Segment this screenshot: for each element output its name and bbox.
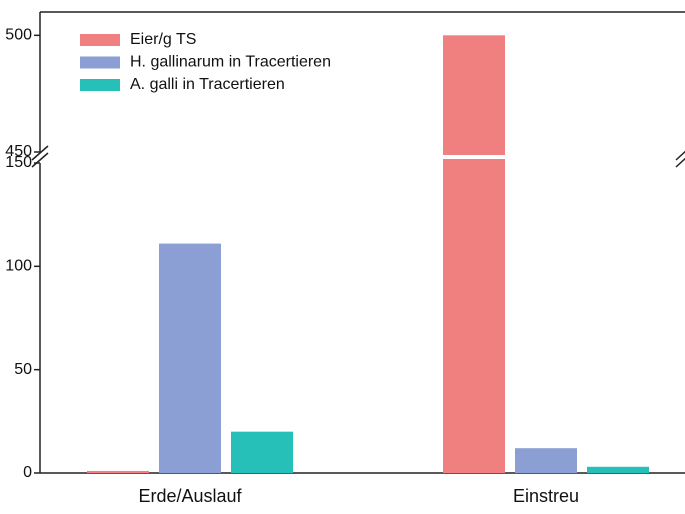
y-tick-label: 50 [14, 361, 32, 378]
y-tick-label: 100 [5, 258, 32, 275]
bar [159, 243, 221, 473]
bar [443, 159, 505, 473]
bar [443, 35, 505, 156]
legend-swatch [80, 79, 120, 91]
y-tick-label: 0 [23, 464, 32, 481]
x-tick-label: Einstreu [513, 486, 579, 506]
bar [587, 466, 649, 473]
legend-swatch [80, 56, 120, 69]
axis-break [31, 145, 49, 168]
legend-swatch [80, 34, 120, 46]
axis-break [675, 150, 685, 168]
legend-label: Eier/g TS [130, 31, 196, 48]
y-tick-label: 450 [5, 143, 32, 160]
legend-label: H. gallinarum in Tracertieren [130, 54, 331, 71]
bar [87, 470, 149, 473]
bar [515, 448, 577, 473]
y-tick-label: 150 [5, 154, 32, 171]
legend-label: A. galli in Tracertieren [130, 76, 285, 93]
y-tick-label: 500 [5, 27, 32, 44]
x-tick-label: Erde/Auslauf [138, 486, 242, 506]
bar [231, 431, 293, 473]
